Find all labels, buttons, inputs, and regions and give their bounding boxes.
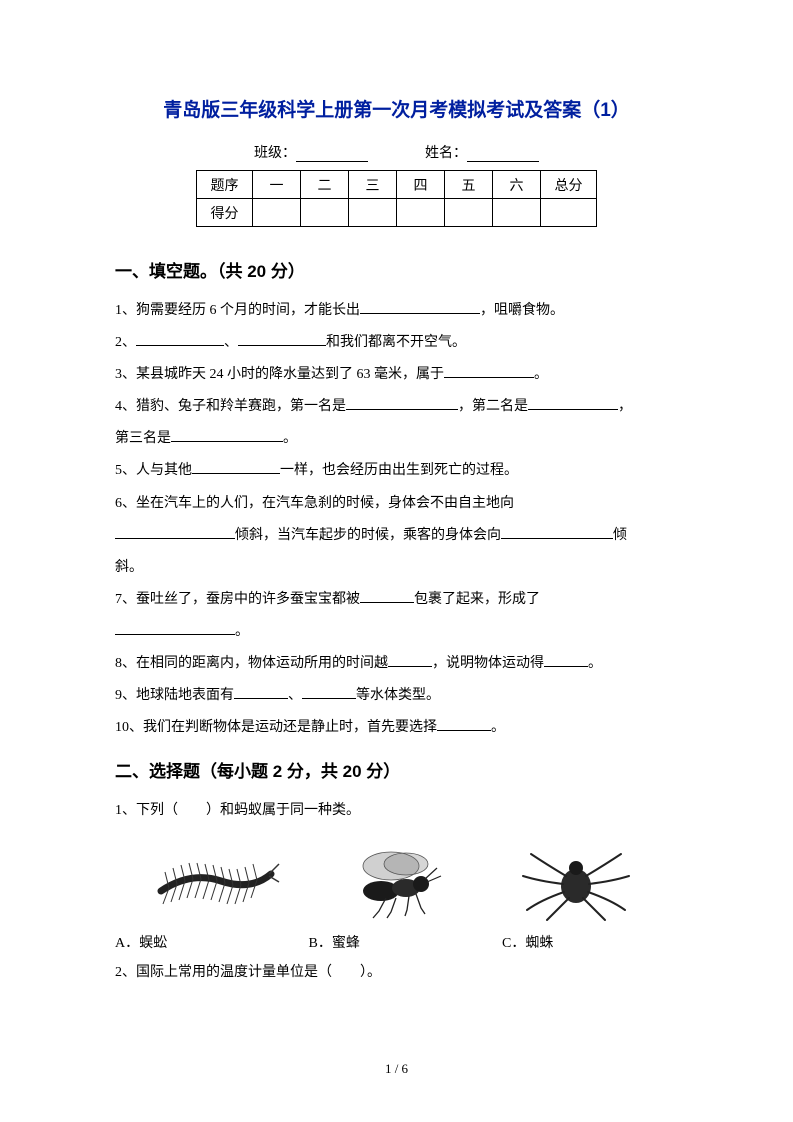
th-3: 三 <box>349 171 397 199</box>
q-text: 5、人与其他 <box>115 463 192 478</box>
student-info-row: 班级： 姓名： <box>115 142 678 162</box>
th-seq: 题序 <box>197 171 253 199</box>
choice-a-label: A．蜈蚣 <box>115 930 305 958</box>
q1-7b: 。 <box>115 617 678 647</box>
td-score-total[interactable] <box>541 199 597 227</box>
q-text: 、 <box>288 688 302 703</box>
q-text: 、 <box>224 335 238 350</box>
th-2: 二 <box>301 171 349 199</box>
td-score-label: 得分 <box>197 199 253 227</box>
q1-4b: 第三名是 。 <box>115 424 678 454</box>
td-score-6[interactable] <box>493 199 541 227</box>
section1-header: 一、填空题。（共 20 分） <box>115 257 678 282</box>
q-text: 。 <box>283 431 297 446</box>
fill-blank[interactable] <box>501 525 613 539</box>
th-4: 四 <box>397 171 445 199</box>
q1-6: 6、坐在汽车上的人们，在汽车急刹的时候，身体会不由自主地向 <box>115 489 678 519</box>
q-text: 1、狗需要经历 6 个月的时间，才能长出 <box>115 303 360 318</box>
name-blank[interactable] <box>467 148 539 162</box>
q-text: 一样，也会经历由出生到死亡的过程。 <box>280 463 518 478</box>
page-footer: 1 / 6 <box>0 1061 793 1077</box>
q-text: 。 <box>588 656 602 671</box>
q-text: 10、我们在判断物体是运动还是静止时，首先要选择 <box>115 720 437 735</box>
class-label: 班级： <box>254 146 296 161</box>
q-text: 4、猎豹、兔子和羚羊赛跑，第一名是 <box>115 399 346 414</box>
q-text: 2、 <box>115 335 136 350</box>
centipede-image <box>151 836 281 924</box>
q-text: 3、某县城昨天 24 小时的降水量达到了 63 毫米，属于 <box>115 367 444 382</box>
q-text: 和我们都离不开空气。 <box>326 335 466 350</box>
td-score-5[interactable] <box>445 199 493 227</box>
td-score-3[interactable] <box>349 199 397 227</box>
q-text: 6、坐在汽车上的人们，在汽车急刹的时候，身体会不由自主地向 <box>115 496 514 511</box>
fill-blank[interactable] <box>360 589 414 603</box>
fill-blank[interactable] <box>192 460 280 474</box>
choice-c-label: C．蜘蛛 <box>502 930 553 958</box>
page-title: 青岛版三年级科学上册第一次月考模拟考试及答案（1） <box>115 95 678 122</box>
q-text: ，咀嚼食物。 <box>480 303 564 318</box>
q1-2: 2、 、 和我们都离不开空气。 <box>115 328 678 358</box>
q2-1: 1、下列（ ）和蚂蚁属于同一种类。 <box>115 796 678 826</box>
q-text: 。 <box>534 367 548 382</box>
fill-blank[interactable] <box>238 332 326 346</box>
q2-2: 2、国际上常用的温度计量单位是（ ）。 <box>115 958 678 988</box>
q-text: 8、在相同的距离内，物体运动所用的时间越 <box>115 656 388 671</box>
q1-10: 10、我们在判断物体是运动还是静止时，首先要选择 。 <box>115 713 678 743</box>
bee-image <box>331 836 461 924</box>
fill-blank[interactable] <box>302 685 356 699</box>
q1-4: 4、猎豹、兔子和羚羊赛跑，第一名是 ，第二名是 ， <box>115 392 678 422</box>
fill-blank[interactable] <box>437 717 491 731</box>
q-text: 。 <box>491 720 505 735</box>
q-text: 包裹了起来，形成了 <box>414 592 540 607</box>
th-6: 六 <box>493 171 541 199</box>
fill-blank[interactable] <box>171 428 283 442</box>
q1-8: 8、在相同的距离内，物体运动所用的时间越 ，说明物体运动得 。 <box>115 649 678 679</box>
td-score-2[interactable] <box>301 199 349 227</box>
th-5: 五 <box>445 171 493 199</box>
q1-6c: 斜。 <box>115 553 678 583</box>
fill-blank[interactable] <box>234 685 288 699</box>
choice-images-row <box>151 836 678 924</box>
q-text: 倾 <box>613 528 627 543</box>
fill-blank[interactable] <box>444 364 534 378</box>
th-1: 一 <box>253 171 301 199</box>
score-table: 题序 一 二 三 四 五 六 总分 得分 <box>196 170 597 227</box>
fill-blank[interactable] <box>544 653 588 667</box>
td-score-1[interactable] <box>253 199 301 227</box>
choice-b-label: B．蜜蜂 <box>309 930 499 958</box>
spider-image <box>511 836 641 924</box>
th-total: 总分 <box>541 171 597 199</box>
fill-blank[interactable] <box>346 396 458 410</box>
name-label: 姓名： <box>425 146 467 161</box>
q-text: 倾斜，当汽车起步的时候，乘客的身体会向 <box>235 528 501 543</box>
q1-1: 1、狗需要经历 6 个月的时间，才能长出 ，咀嚼食物。 <box>115 296 678 326</box>
q-text: ， <box>618 399 632 414</box>
fill-blank[interactable] <box>115 621 235 635</box>
q-text: ，第二名是 <box>458 399 528 414</box>
q-text: ，说明物体运动得 <box>432 656 544 671</box>
q1-9: 9、地球陆地表面有 、 等水体类型。 <box>115 681 678 711</box>
fill-blank[interactable] <box>528 396 618 410</box>
table-row: 题序 一 二 三 四 五 六 总分 <box>197 171 597 199</box>
q-text: 9、地球陆地表面有 <box>115 688 234 703</box>
q-text: 第三名是 <box>115 431 171 446</box>
fill-blank[interactable] <box>360 300 480 314</box>
q1-6b: 倾斜，当汽车起步的时候，乘客的身体会向 倾 <box>115 521 678 551</box>
q-text: 斜。 <box>115 560 143 575</box>
fill-blank[interactable] <box>115 525 235 539</box>
q1-7: 7、蚕吐丝了，蚕房中的许多蚕宝宝都被 包裹了起来，形成了 <box>115 585 678 615</box>
q1-5: 5、人与其他 一样，也会经历由出生到死亡的过程。 <box>115 456 678 486</box>
q-text: 等水体类型。 <box>356 688 440 703</box>
section2-header: 二、选择题（每小题 2 分，共 20 分） <box>115 757 678 782</box>
class-blank[interactable] <box>296 148 368 162</box>
fill-blank[interactable] <box>388 653 432 667</box>
choice-labels-row: A．蜈蚣 B．蜜蜂 C．蜘蛛 <box>115 930 678 958</box>
table-row: 得分 <box>197 199 597 227</box>
q1-3: 3、某县城昨天 24 小时的降水量达到了 63 毫米，属于 。 <box>115 360 678 390</box>
q-text: 7、蚕吐丝了，蚕房中的许多蚕宝宝都被 <box>115 592 360 607</box>
td-score-4[interactable] <box>397 199 445 227</box>
q-text: 。 <box>235 624 249 639</box>
fill-blank[interactable] <box>136 332 224 346</box>
